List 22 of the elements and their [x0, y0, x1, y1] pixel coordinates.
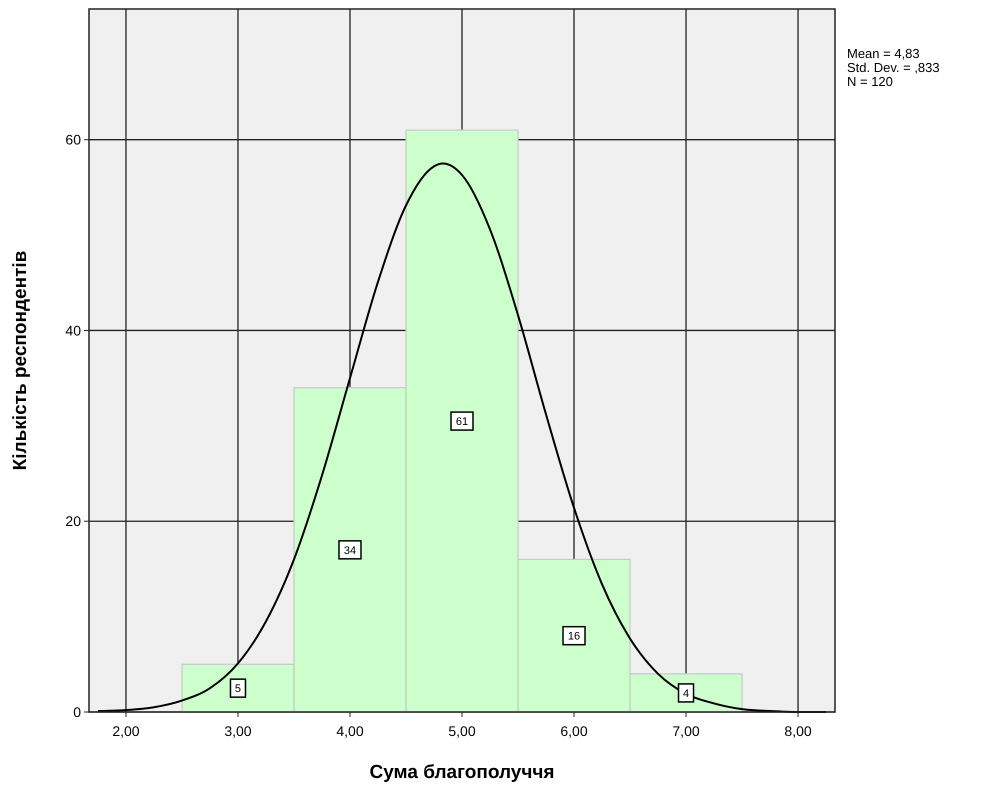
y-tick-label: 0 — [73, 704, 82, 720]
text: Mean = 4,83 — [847, 46, 920, 61]
data-label: 5 — [234, 683, 242, 696]
y-tick-label: 40 — [65, 322, 82, 338]
line-series — [96, 162, 828, 713]
data-label: 4 — [682, 688, 690, 700]
x-tick-label: 8,00 — [784, 723, 812, 739]
x-tick-label: 4,00 — [336, 723, 364, 739]
x-tick-label: 5,00 — [448, 723, 476, 739]
data-label: 34 — [344, 544, 356, 557]
x-tick-label: 7,00 — [672, 723, 700, 739]
y-tick-label: 20 — [65, 513, 82, 530]
text: N = 120 — [847, 74, 893, 89]
data-label: 61 — [456, 416, 468, 428]
data-label: 16 — [568, 630, 580, 643]
x-tick-label: 6,00 — [560, 723, 588, 739]
text: Std. Dev. = ,833 — [847, 60, 940, 75]
y-tick-label: 60 — [65, 132, 82, 148]
x-tick-label: 3,00 — [224, 723, 252, 739]
x-axis-title: Сума благополуччя — [370, 762, 554, 783]
y-axis-title: Кількість респондентів — [10, 250, 31, 470]
x-tick-label: 2,00 — [112, 723, 140, 739]
